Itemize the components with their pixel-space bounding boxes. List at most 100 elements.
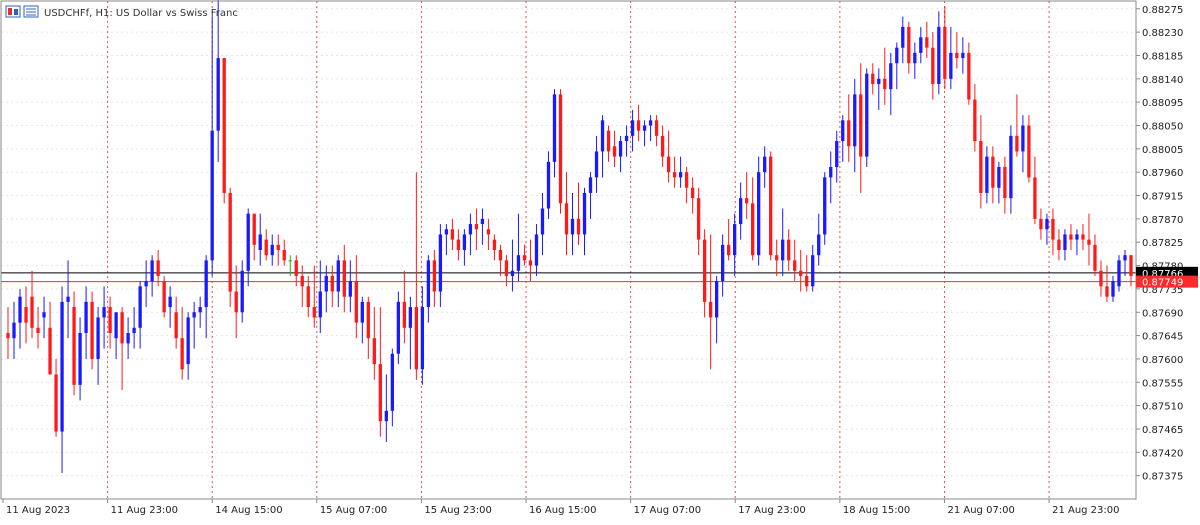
candle-body bbox=[1129, 255, 1133, 276]
candle bbox=[78, 317, 82, 401]
candle bbox=[390, 348, 394, 427]
candle-body bbox=[829, 167, 833, 178]
candle-body bbox=[1015, 135, 1019, 152]
candle-body bbox=[474, 224, 479, 230]
candle-body bbox=[696, 198, 701, 240]
candle bbox=[799, 250, 803, 292]
candle bbox=[294, 255, 298, 287]
candle-body bbox=[997, 167, 1001, 188]
candle-body bbox=[564, 203, 569, 235]
candle-body bbox=[907, 26, 911, 64]
candle-body bbox=[1105, 286, 1109, 297]
candle bbox=[126, 317, 130, 359]
candle-body bbox=[877, 78, 881, 84]
price-tick-label: 0.88005 bbox=[1142, 145, 1183, 156]
candle bbox=[210, 16, 214, 276]
candle-body bbox=[138, 286, 142, 328]
candle-body bbox=[42, 312, 46, 318]
time-tick-label: 14 Aug 15:00 bbox=[215, 505, 282, 516]
candle bbox=[30, 270, 34, 339]
candle-body bbox=[24, 307, 28, 323]
candle-body bbox=[654, 120, 659, 136]
candle bbox=[570, 192, 575, 256]
bid-price-label: 0.87766 bbox=[1142, 269, 1183, 280]
candle-body bbox=[630, 120, 635, 136]
candle bbox=[1075, 229, 1079, 256]
candle-body bbox=[1039, 218, 1043, 230]
time-axis[interactable]: 11 Aug 2023 11 Aug 23:00 14 Aug 15:00 15 Au… bbox=[2, 499, 1120, 516]
candle bbox=[462, 229, 467, 266]
candle bbox=[612, 130, 617, 167]
candle bbox=[12, 301, 16, 359]
candle-body bbox=[588, 177, 593, 193]
candle-body bbox=[252, 213, 256, 245]
candle bbox=[228, 187, 232, 308]
candle-body bbox=[198, 307, 202, 313]
candle bbox=[564, 172, 569, 256]
candle-body bbox=[817, 234, 821, 256]
candle-body bbox=[492, 239, 497, 250]
candle-body bbox=[624, 135, 629, 142]
candle bbox=[252, 213, 256, 261]
price-tick-label: 0.88050 bbox=[1142, 122, 1183, 133]
candle bbox=[276, 234, 280, 266]
candle-body bbox=[510, 270, 515, 276]
candle bbox=[925, 21, 929, 59]
candle bbox=[654, 115, 659, 147]
candle bbox=[258, 213, 262, 266]
candle-body bbox=[390, 353, 394, 411]
candle bbox=[576, 182, 581, 245]
candle bbox=[342, 244, 346, 313]
candle-body bbox=[901, 26, 905, 48]
candle bbox=[480, 208, 485, 245]
price-tick-label: 0.87915 bbox=[1142, 192, 1183, 203]
candle-body bbox=[414, 307, 419, 370]
candle bbox=[678, 156, 683, 188]
candle-body bbox=[955, 52, 959, 59]
candle bbox=[985, 146, 989, 204]
candle bbox=[763, 146, 767, 188]
candle-body bbox=[1099, 270, 1103, 287]
price-tick-label: 0.87510 bbox=[1142, 402, 1183, 413]
candle-body bbox=[1057, 239, 1061, 250]
candle-body bbox=[264, 239, 268, 256]
candle bbox=[1057, 229, 1061, 261]
candle bbox=[468, 213, 473, 256]
price-tick-label: 0.87600 bbox=[1142, 355, 1183, 366]
candle bbox=[696, 187, 701, 256]
candle-body bbox=[1093, 244, 1097, 271]
candle bbox=[636, 104, 641, 142]
candle-body bbox=[114, 312, 118, 339]
candle bbox=[348, 260, 352, 313]
candle-body bbox=[985, 156, 989, 193]
candle-body bbox=[763, 156, 767, 173]
candle bbox=[907, 21, 911, 74]
candle bbox=[222, 58, 226, 204]
candle bbox=[60, 286, 64, 474]
candle bbox=[1045, 213, 1049, 245]
candle-body bbox=[336, 260, 340, 292]
candle bbox=[162, 275, 166, 318]
price-axis[interactable]: 0.88275 0.88230 0.88185 0.88140 0.88095 0.880… bbox=[1136, 5, 1183, 483]
candle-body bbox=[486, 229, 491, 235]
candle-body bbox=[823, 177, 827, 235]
candle bbox=[769, 151, 773, 261]
candle-body bbox=[919, 37, 923, 53]
chart-window-icon[interactable] bbox=[5, 5, 21, 18]
candle-body bbox=[973, 99, 977, 142]
candle bbox=[606, 125, 611, 162]
candle-body bbox=[54, 374, 58, 432]
time-tick-label: 17 Aug 07:00 bbox=[634, 505, 701, 516]
candle-body bbox=[666, 156, 671, 173]
candle-body bbox=[450, 229, 455, 240]
price-tick-label: 0.87960 bbox=[1142, 168, 1183, 179]
candle-body bbox=[799, 270, 803, 276]
candle bbox=[240, 260, 244, 323]
chart-window-icon[interactable] bbox=[23, 5, 39, 18]
candle-body bbox=[300, 275, 304, 287]
candle-body bbox=[108, 307, 112, 333]
candle bbox=[702, 229, 707, 318]
candle-body bbox=[937, 26, 941, 84]
